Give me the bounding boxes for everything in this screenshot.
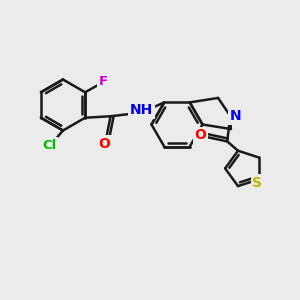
Text: S: S: [252, 176, 262, 190]
Text: F: F: [98, 75, 108, 88]
Text: NH: NH: [130, 103, 153, 117]
Text: O: O: [194, 128, 206, 142]
Text: N: N: [230, 109, 242, 123]
Text: O: O: [99, 137, 110, 151]
Text: Cl: Cl: [42, 139, 57, 152]
